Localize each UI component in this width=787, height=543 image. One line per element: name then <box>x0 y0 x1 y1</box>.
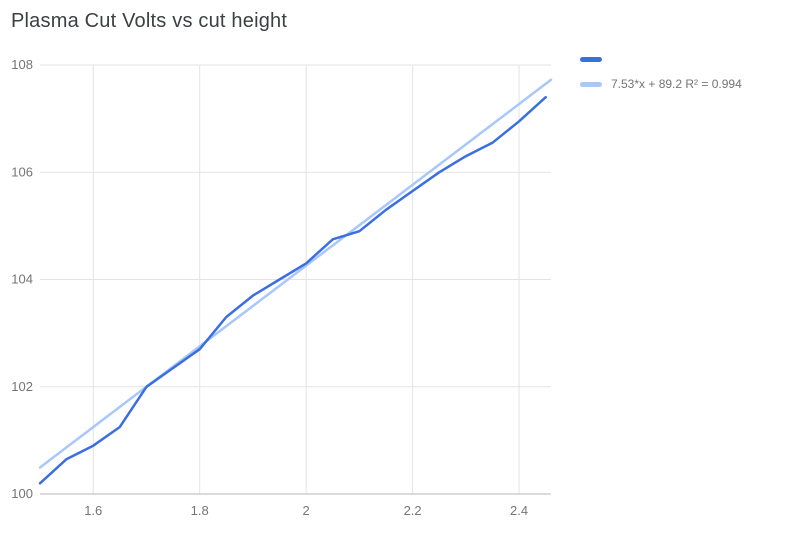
legend-label-trendline: 7.53*x + 89.2 R² = 0.994 <box>611 77 742 91</box>
chart-title: Plasma Cut Volts vs cut height <box>11 10 288 32</box>
y-tick-label: 100 <box>11 486 33 501</box>
x-tick-label: 2 <box>303 503 310 518</box>
y-tick-label: 108 <box>11 57 33 72</box>
legend-swatch-trendline <box>580 81 602 87</box>
series-line[interactable] <box>38 95 547 485</box>
x-tick-label: 2.2 <box>404 503 422 518</box>
legend-item-series[interactable] <box>580 57 742 62</box>
y-tick-label: 104 <box>11 272 33 287</box>
y-tick-label: 106 <box>11 164 33 179</box>
x-tick-label: 2.4 <box>510 503 528 518</box>
x-tick-label: 1.8 <box>191 503 209 518</box>
x-tick-label: 1.6 <box>84 503 102 518</box>
legend-swatch-series <box>580 57 602 62</box>
chart-legend: 7.53*x + 89.2 R² = 0.994 <box>580 57 742 106</box>
y-tick-label: 102 <box>11 379 33 394</box>
trendline-path[interactable] <box>38 78 553 469</box>
legend-item-trendline[interactable]: 7.53*x + 89.2 R² = 0.994 <box>580 77 742 91</box>
